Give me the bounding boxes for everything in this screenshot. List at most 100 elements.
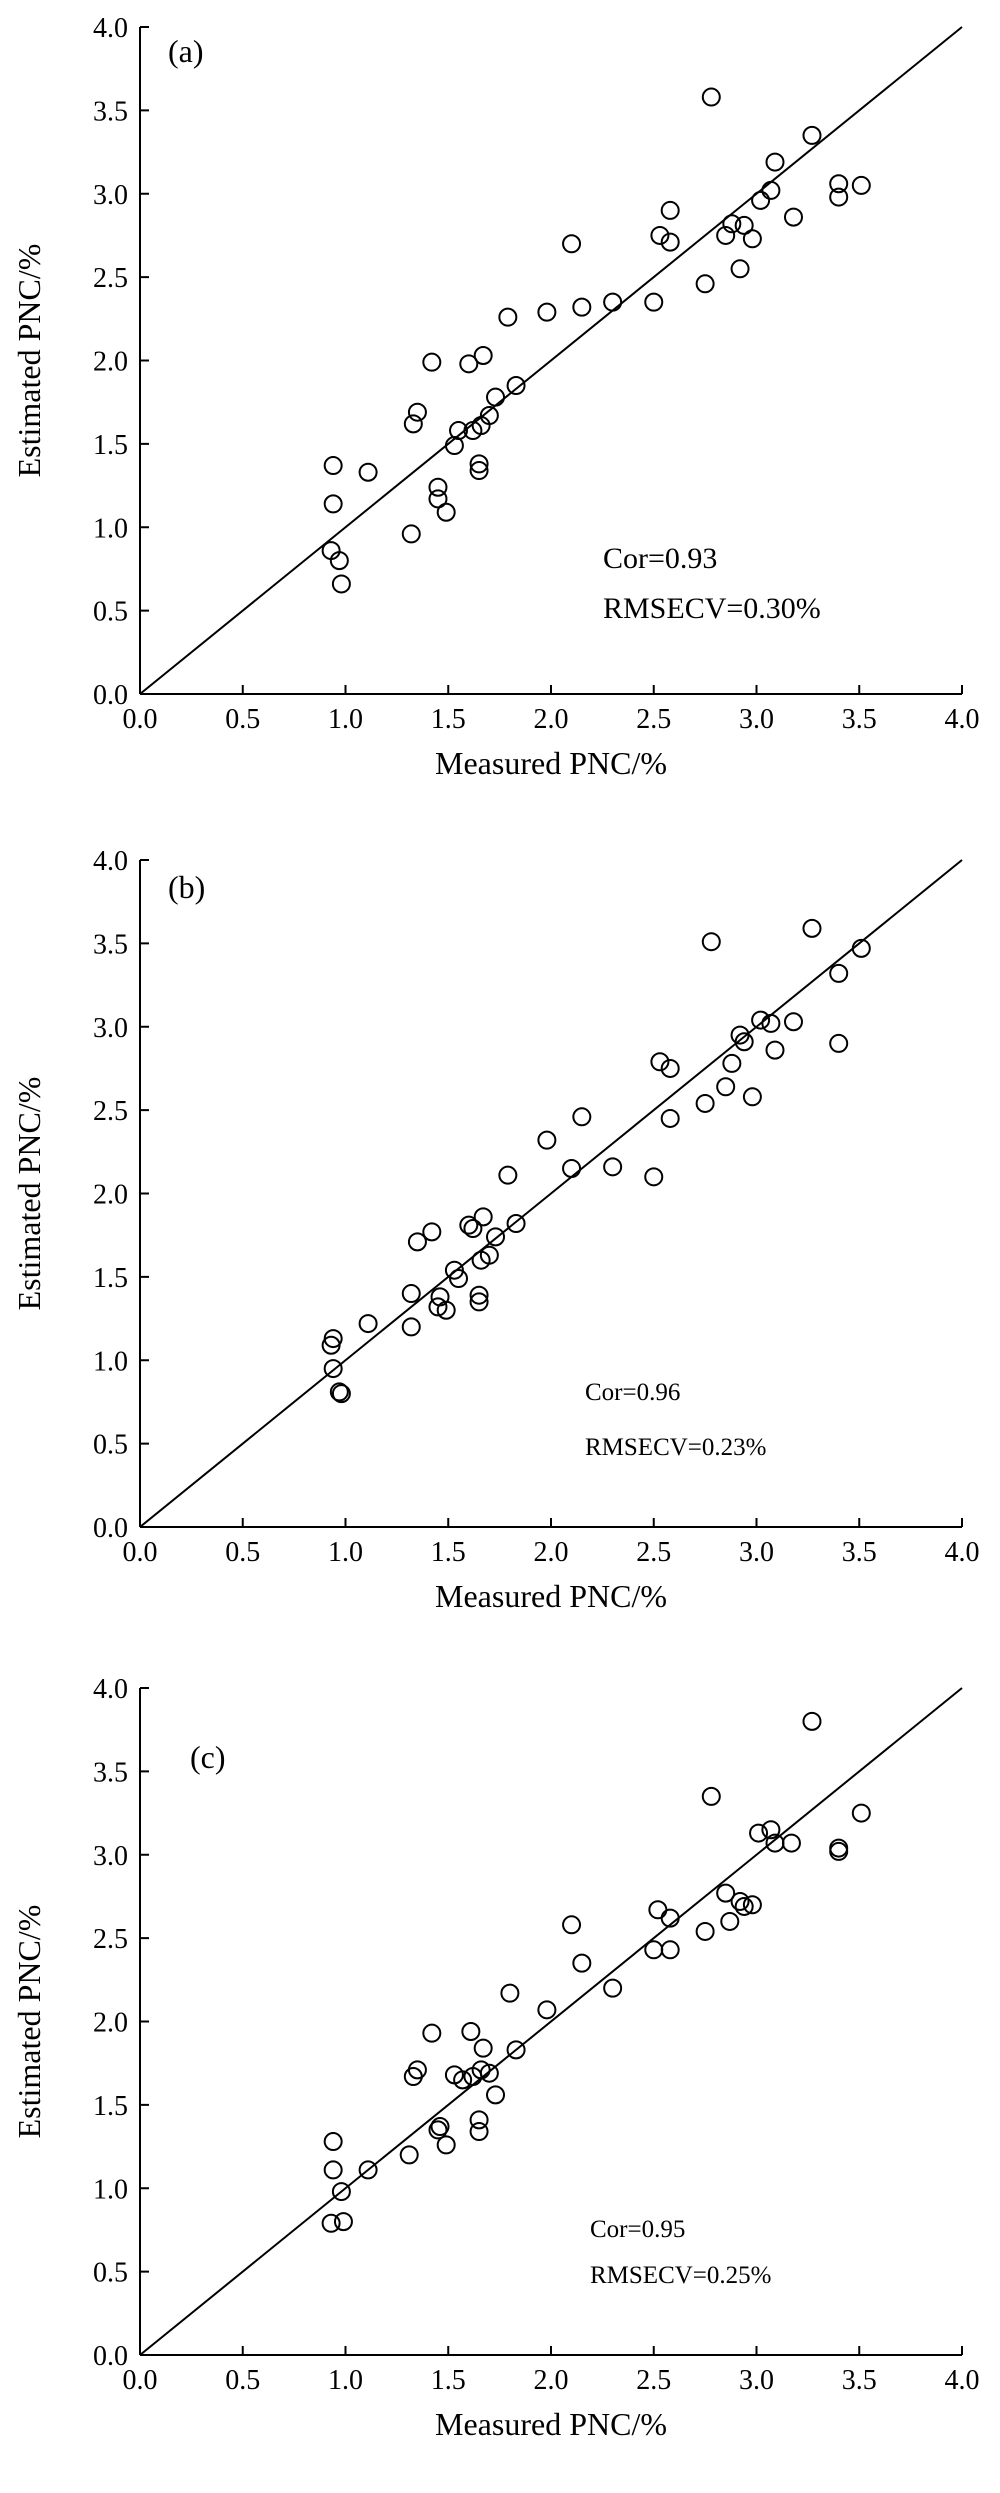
- stats-annotation: RMSECV=0.25%: [590, 2262, 771, 2289]
- data-point: [399, 2145, 419, 2165]
- x-tick-label: 2.5: [636, 2365, 671, 2396]
- data-point: [407, 2060, 427, 2080]
- data-point: [479, 406, 499, 426]
- x-tick-label: 4.0: [945, 704, 980, 735]
- data-point: [321, 2213, 341, 2233]
- data-point: [761, 180, 781, 200]
- data-point: [730, 259, 750, 279]
- data-point: [479, 1245, 499, 1265]
- x-tick-label: 0.0: [123, 1537, 158, 1568]
- data-point: [716, 1077, 736, 1097]
- data-point: [428, 1297, 448, 1317]
- x-axis-title: Measured PNC/%: [435, 1578, 667, 1614]
- panel-label: (c): [190, 1739, 226, 1775]
- x-axis-title: Measured PNC/%: [435, 2406, 667, 2442]
- data-point: [829, 187, 849, 207]
- data-point: [407, 402, 427, 422]
- data-point: [660, 232, 680, 252]
- data-point: [436, 502, 456, 522]
- x-tick-label: 1.0: [328, 704, 363, 735]
- x-tick-label: 2.5: [636, 1537, 671, 1568]
- data-point: [428, 489, 448, 509]
- data-point: [650, 1052, 670, 1072]
- data-point: [829, 1838, 849, 1858]
- x-tick-label: 4.0: [945, 1537, 980, 1568]
- data-point: [562, 1158, 582, 1178]
- data-point: [422, 352, 442, 372]
- y-tick-label: 2.5: [93, 263, 128, 294]
- y-tick-label: 3.5: [93, 96, 128, 127]
- y-tick-label: 1.0: [93, 1346, 128, 1377]
- x-tick-label: 3.5: [842, 1537, 877, 1568]
- data-point: [603, 1978, 623, 1998]
- data-point: [323, 1359, 343, 1379]
- y-tick-label: 4.0: [93, 846, 128, 877]
- data-point: [660, 200, 680, 220]
- y-tick-label: 0.5: [93, 1430, 128, 1461]
- y-tick-label: 4.0: [93, 1674, 128, 1705]
- x-tick-label: 3.5: [842, 704, 877, 735]
- x-tick-label: 0.5: [225, 1537, 260, 1568]
- data-point: [660, 1908, 680, 1928]
- data-point: [829, 174, 849, 194]
- data-point: [323, 2132, 343, 2152]
- data-point: [660, 1940, 680, 1960]
- data-point: [802, 125, 822, 145]
- data-point: [734, 215, 754, 235]
- data-point: [436, 2135, 456, 2155]
- data-point: [401, 1317, 421, 1337]
- data-point: [407, 1232, 427, 1252]
- x-tick-label: 0.5: [225, 704, 260, 735]
- data-point: [486, 1227, 506, 1247]
- data-point: [498, 307, 518, 327]
- data-point: [802, 918, 822, 938]
- x-tick-label: 2.0: [534, 2365, 569, 2396]
- data-point: [802, 1711, 822, 1731]
- data-point: [537, 1130, 557, 1150]
- data-point: [742, 1087, 762, 1107]
- data-point: [562, 1915, 582, 1935]
- y-tick-label: 1.0: [93, 513, 128, 544]
- data-point: [333, 2212, 353, 2232]
- data-point: [500, 1983, 520, 2003]
- data-point: [781, 1833, 801, 1853]
- x-tick-label: 2.5: [636, 704, 671, 735]
- data-point: [648, 1900, 668, 1920]
- x-tick-label: 1.0: [328, 1537, 363, 1568]
- data-point: [329, 551, 349, 571]
- data-point: [506, 376, 526, 396]
- y-tick-label: 0.0: [93, 1513, 128, 1544]
- x-tick-label: 0.0: [123, 2365, 158, 2396]
- data-point: [783, 207, 803, 227]
- data-point: [734, 1896, 754, 1916]
- data-point: [473, 1207, 493, 1227]
- data-point: [749, 1823, 769, 1843]
- data-point: [572, 1953, 592, 1973]
- data-point: [603, 292, 623, 312]
- data-point: [695, 1093, 715, 1113]
- x-tick-label: 1.0: [328, 2365, 363, 2396]
- y-axis-title: Estimated PNC/%: [11, 1077, 47, 1311]
- data-point: [323, 1329, 343, 1349]
- data-point: [428, 2120, 448, 2140]
- x-tick-label: 1.5: [431, 1537, 466, 1568]
- data-point: [742, 1895, 762, 1915]
- data-point: [403, 414, 423, 434]
- data-point: [459, 354, 479, 374]
- data-point: [430, 1287, 450, 1307]
- data-point: [401, 524, 421, 544]
- data-point: [751, 1010, 771, 1030]
- y-tick-label: 2.5: [93, 1096, 128, 1127]
- data-point: [473, 345, 493, 365]
- data-point: [323, 456, 343, 476]
- data-point: [486, 2085, 506, 2105]
- y-tick-label: 0.5: [93, 597, 128, 628]
- stats-annotation: Cor=0.95: [590, 2216, 685, 2243]
- data-point: [422, 2023, 442, 2043]
- data-point: [498, 1165, 518, 1185]
- data-point: [761, 1013, 781, 1033]
- data-point: [829, 963, 849, 983]
- y-tick-label: 0.5: [93, 2258, 128, 2289]
- data-point: [469, 461, 489, 481]
- x-tick-label: 3.0: [739, 704, 774, 735]
